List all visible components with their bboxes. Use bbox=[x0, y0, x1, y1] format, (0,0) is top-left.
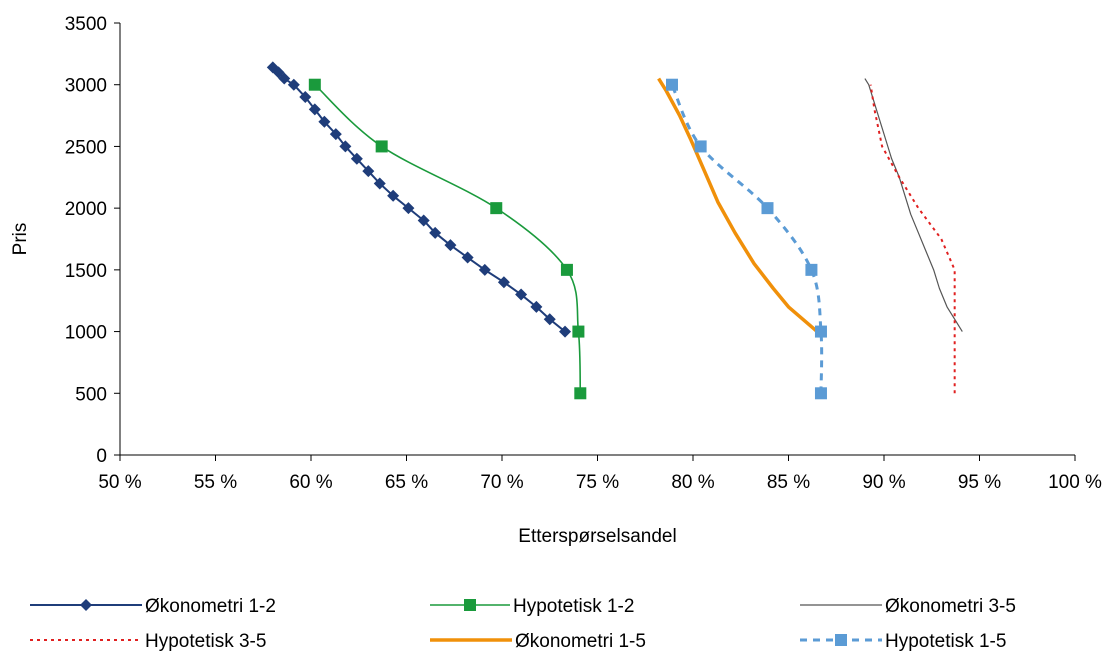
data-point bbox=[478, 263, 491, 276]
x-tick-label: 50 % bbox=[98, 472, 141, 493]
data-point bbox=[543, 313, 556, 326]
legend-marker bbox=[835, 634, 847, 646]
data-point bbox=[375, 140, 388, 153]
data-point bbox=[339, 140, 352, 153]
data-point bbox=[350, 152, 363, 165]
data-point bbox=[694, 140, 707, 153]
legend-marker bbox=[464, 599, 476, 611]
legend-label: Økonometri 1-2 bbox=[145, 596, 276, 617]
data-point bbox=[574, 387, 587, 400]
series-2 bbox=[308, 78, 587, 400]
series-line bbox=[670, 84, 824, 394]
data-point bbox=[266, 61, 279, 74]
y-tick-label: 3000 bbox=[65, 76, 107, 97]
x-axis-ticks: 50 % 55 % 60 % 65 % 70 % 75 % 80 % 85 % 90 % 95 %… bbox=[98, 455, 1102, 493]
data-point bbox=[530, 300, 543, 313]
series-line bbox=[314, 84, 582, 394]
data-point bbox=[429, 226, 442, 239]
legend-item: Hypotetisk 1-5 bbox=[800, 631, 1006, 652]
series-1 bbox=[266, 61, 572, 338]
data-point bbox=[417, 214, 430, 227]
legend-item: Hypotetisk 3-5 bbox=[30, 631, 266, 652]
legend-label: Hypotetisk 1-2 bbox=[513, 596, 634, 617]
legend-label: Økonometri 1-5 bbox=[515, 631, 646, 652]
series-line bbox=[657, 77, 819, 333]
plot-series bbox=[266, 61, 963, 400]
data-point bbox=[490, 202, 503, 215]
legend-item: Hypotetisk 1-2 bbox=[430, 596, 634, 617]
data-point bbox=[761, 202, 774, 215]
y-tick-label: 2000 bbox=[65, 199, 107, 220]
y-tick-label: 3500 bbox=[65, 14, 107, 35]
data-point bbox=[497, 276, 510, 289]
legend-item: Økonometri 3-5 bbox=[800, 596, 1016, 617]
y-tick-label: 500 bbox=[75, 384, 107, 405]
legend-marker bbox=[80, 599, 92, 611]
series-6 bbox=[665, 78, 827, 400]
data-point bbox=[308, 103, 321, 116]
data-point bbox=[287, 78, 300, 91]
data-point bbox=[461, 251, 474, 264]
series-5 bbox=[657, 77, 819, 333]
x-tick-label: 75 % bbox=[576, 472, 619, 493]
data-point bbox=[308, 78, 321, 91]
data-point bbox=[665, 78, 678, 91]
data-point bbox=[373, 177, 386, 190]
axes bbox=[119, 23, 1075, 456]
data-point bbox=[318, 115, 331, 128]
data-point bbox=[387, 189, 400, 202]
x-tick-label: 85 % bbox=[767, 472, 810, 493]
data-point bbox=[572, 325, 585, 338]
x-tick-label: 70 % bbox=[480, 472, 523, 493]
legend-item: Økonometri 1-2 bbox=[30, 596, 276, 617]
data-point bbox=[515, 288, 528, 301]
legend-item: Økonometri 1-5 bbox=[430, 631, 646, 652]
data-point bbox=[444, 239, 457, 252]
data-point bbox=[559, 325, 572, 338]
data-point bbox=[402, 202, 415, 215]
legend-label: Hypotetisk 1-5 bbox=[885, 631, 1006, 652]
y-tick-label: 0 bbox=[96, 446, 107, 467]
data-point bbox=[329, 128, 342, 141]
data-point bbox=[560, 263, 573, 276]
data-point bbox=[814, 387, 827, 400]
legend: Økonometri 1-2 Hypotetisk 1-2 Økonometri 3… bbox=[30, 596, 1016, 652]
x-tick-label: 80 % bbox=[671, 472, 714, 493]
data-point bbox=[299, 91, 312, 104]
x-axis-title: Etterspørselsandel bbox=[518, 526, 676, 547]
y-tick-label: 1000 bbox=[65, 323, 107, 344]
x-tick-label: 65 % bbox=[385, 472, 428, 493]
x-tick-label: 95 % bbox=[958, 472, 1001, 493]
series-line bbox=[864, 78, 963, 332]
x-tick-label: 90 % bbox=[862, 472, 905, 493]
y-tick-label: 2500 bbox=[65, 137, 107, 158]
y-axis-title: Pris bbox=[10, 223, 31, 256]
legend-label: Hypotetisk 3-5 bbox=[145, 631, 266, 652]
series-3 bbox=[864, 78, 963, 332]
x-tick-label: 100 % bbox=[1048, 472, 1102, 493]
x-tick-label: 55 % bbox=[194, 472, 237, 493]
legend-label: Økonometri 3-5 bbox=[885, 596, 1016, 617]
y-axis-ticks: 0 500 1000 1500 2000 2500 3000 3500 bbox=[65, 14, 120, 467]
data-point bbox=[814, 325, 827, 338]
y-tick-label: 1500 bbox=[65, 261, 107, 282]
data-point bbox=[805, 263, 818, 276]
data-point bbox=[362, 165, 375, 178]
x-tick-label: 60 % bbox=[289, 472, 332, 493]
